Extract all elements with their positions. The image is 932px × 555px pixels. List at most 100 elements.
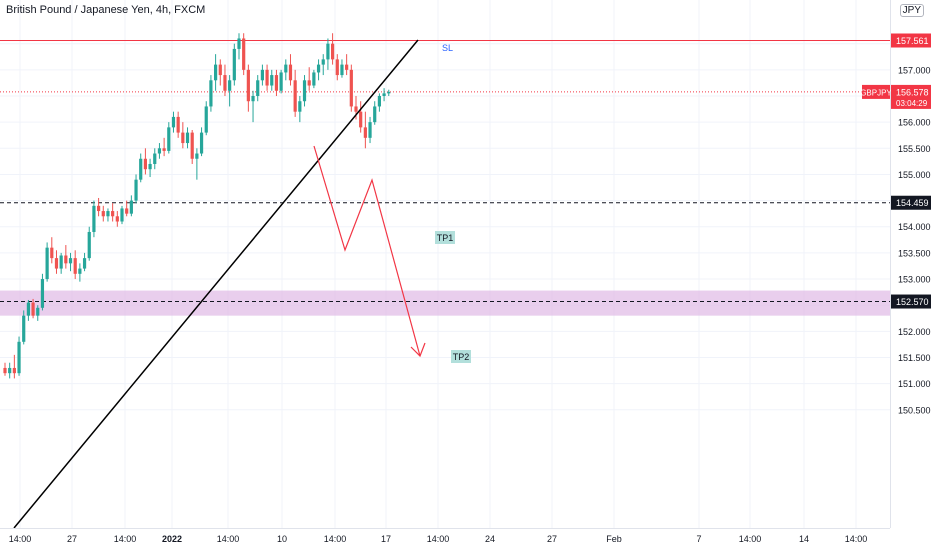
candle-body xyxy=(36,307,40,316)
candle-body xyxy=(68,258,73,264)
price-tick-label: 155.500 xyxy=(898,144,931,154)
candle-body xyxy=(331,43,335,60)
candle-body xyxy=(340,64,344,76)
candle-body xyxy=(204,106,208,133)
time-tick-label: 14:00 xyxy=(114,534,137,544)
candle-body xyxy=(209,80,213,107)
candle-body xyxy=(307,80,311,86)
candle-body xyxy=(31,302,35,316)
candle-body xyxy=(22,315,26,342)
candle-body xyxy=(59,255,63,269)
candle-body xyxy=(40,279,45,308)
time-tick-label: 14:00 xyxy=(324,534,347,544)
candle-body xyxy=(157,148,162,154)
sl-label: SL xyxy=(442,43,453,53)
price-axis[interactable]: 150.500151.000151.500152.000152.500153.0… xyxy=(860,0,932,550)
candle-body xyxy=(302,80,307,102)
projection-path xyxy=(313,145,421,357)
candle-body xyxy=(326,43,330,60)
candle-body xyxy=(139,158,143,180)
trendline xyxy=(13,39,419,529)
candle-body xyxy=(17,341,21,374)
candle-body xyxy=(242,38,246,70)
candle-body xyxy=(73,258,77,274)
time-tick-label: 7 xyxy=(696,534,701,544)
candle-body xyxy=(232,48,236,81)
symbol-tag: GBPJPY xyxy=(860,88,892,97)
target-zone-rect xyxy=(0,290,890,316)
candle-body xyxy=(148,163,152,170)
time-tick-label: 14:00 xyxy=(739,534,762,544)
candle-body xyxy=(199,132,204,154)
tp2-label-bg xyxy=(451,350,471,363)
candle-body xyxy=(363,127,367,138)
time-tick-label: 24 xyxy=(485,534,495,544)
price-tick-label: 150.500 xyxy=(898,405,931,415)
arrow-head xyxy=(410,342,426,358)
candle-body xyxy=(92,205,96,232)
candle-body xyxy=(223,75,227,91)
price-tick-label: 153.000 xyxy=(898,275,931,285)
candle-body xyxy=(125,208,129,214)
candle-body xyxy=(87,231,91,259)
price-level-lines xyxy=(0,40,890,303)
candle-body xyxy=(368,122,372,138)
candle-body xyxy=(256,80,260,96)
symbol-tag-bg xyxy=(862,84,890,99)
candle-body xyxy=(387,91,391,94)
time-tick-label: 10 xyxy=(277,534,287,544)
price-tick-label: 156.000 xyxy=(898,118,931,128)
price-tick-label: 155.000 xyxy=(898,170,931,180)
time-tick-label: 27 xyxy=(547,534,557,544)
candle-body xyxy=(78,268,82,274)
time-tick-label: Feb xyxy=(606,534,622,544)
candle-body xyxy=(162,148,166,151)
candle-body xyxy=(50,247,54,259)
candle-body xyxy=(64,255,68,264)
price-tag-bg xyxy=(891,294,931,309)
candle-body xyxy=(101,211,105,217)
candle-body xyxy=(82,258,87,269)
currency-badge[interactable]: JPY xyxy=(899,4,924,17)
candle-body xyxy=(218,64,222,76)
price-tag-SL: 157.561 xyxy=(896,36,929,46)
candle-body xyxy=(120,208,124,222)
price-tick-label: 151.000 xyxy=(898,379,931,389)
candle-body xyxy=(382,93,386,96)
price-tick-label: 153.500 xyxy=(898,248,931,258)
candle-body xyxy=(260,69,264,81)
candle-body xyxy=(293,80,297,112)
candle-body xyxy=(176,116,180,133)
candle-body xyxy=(251,95,255,102)
last-price-label: 156.578 xyxy=(896,87,929,97)
candle-body xyxy=(106,211,110,217)
price-tag-bg xyxy=(891,195,931,210)
candle-body xyxy=(377,95,381,107)
candle-body xyxy=(185,132,190,144)
candle-body xyxy=(134,179,138,201)
candle-body xyxy=(12,367,16,374)
candle-body xyxy=(284,64,288,73)
time-tick-label: 14:00 xyxy=(9,534,32,544)
candle-body xyxy=(354,106,358,112)
candle-body xyxy=(8,367,12,374)
candle-body xyxy=(274,75,279,91)
price-tick-label: 154.000 xyxy=(898,222,931,232)
candle-body xyxy=(45,247,49,280)
chart-annotations: SL TP1 TP2 xyxy=(435,43,471,363)
candle-body xyxy=(153,153,157,164)
price-tick-label: 151.500 xyxy=(898,353,931,363)
candle-body xyxy=(279,72,283,91)
tp1-label-bg xyxy=(435,231,455,244)
candle-body xyxy=(3,367,7,374)
candle-body xyxy=(270,75,274,86)
candle-body xyxy=(359,111,363,128)
time-tick-label: 14:00 xyxy=(427,534,450,544)
chart-title: British Pound / Japanese Yen, 4h, FXCM xyxy=(6,4,206,16)
candle-body xyxy=(97,205,101,212)
countdown-label: 03:04:29 xyxy=(896,99,928,108)
candle-body xyxy=(345,64,349,70)
time-axis[interactable]: 14:00 27 14:00 2022 14:00 10 14:00 17 14:00 24 27 F… xyxy=(0,528,932,550)
